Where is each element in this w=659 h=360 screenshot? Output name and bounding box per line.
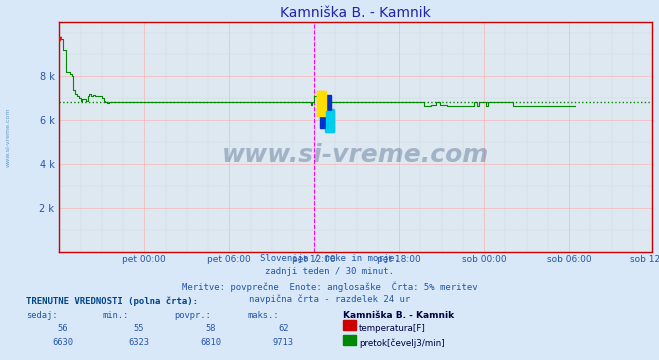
Text: temperatura[F]: temperatura[F] bbox=[359, 324, 426, 333]
Text: www.si-vreme.com: www.si-vreme.com bbox=[5, 107, 11, 167]
Text: pretok[čevelj3/min]: pretok[čevelj3/min] bbox=[359, 338, 445, 348]
Text: 6630: 6630 bbox=[52, 338, 73, 347]
Text: 58: 58 bbox=[206, 324, 216, 333]
Text: Slovenija / reke in morje.: Slovenija / reke in morje. bbox=[260, 254, 399, 263]
Text: 56: 56 bbox=[57, 324, 68, 333]
Text: min.:: min.: bbox=[102, 311, 129, 320]
Text: www.si-vreme.com: www.si-vreme.com bbox=[222, 143, 490, 167]
Text: 55: 55 bbox=[133, 324, 144, 333]
Title: Kamniška B. - Kamnik: Kamniška B. - Kamnik bbox=[281, 6, 431, 21]
Text: navpična črta - razdelek 24 ur: navpična črta - razdelek 24 ur bbox=[249, 295, 410, 304]
Text: zadnji teden / 30 minut.: zadnji teden / 30 minut. bbox=[265, 267, 394, 276]
Bar bbox=[320, 95, 331, 128]
Text: 9713: 9713 bbox=[273, 338, 294, 347]
Text: Meritve: povprečne  Enote: anglosaške  Črta: 5% meritev: Meritve: povprečne Enote: anglosaške Črt… bbox=[182, 281, 477, 292]
Bar bbox=[318, 91, 326, 116]
Text: 62: 62 bbox=[278, 324, 289, 333]
Bar bbox=[326, 111, 334, 132]
Text: 6810: 6810 bbox=[200, 338, 221, 347]
Bar bbox=[318, 91, 326, 116]
Text: sedaj:: sedaj: bbox=[26, 311, 58, 320]
Text: maks.:: maks.: bbox=[247, 311, 279, 320]
Bar bbox=[325, 109, 334, 132]
Text: 6323: 6323 bbox=[128, 338, 149, 347]
Text: Kamniška B. - Kamnik: Kamniška B. - Kamnik bbox=[343, 311, 454, 320]
Text: TRENUTNE VREDNOSTI (polna črta):: TRENUTNE VREDNOSTI (polna črta): bbox=[26, 297, 198, 306]
Text: povpr.:: povpr.: bbox=[175, 311, 212, 320]
